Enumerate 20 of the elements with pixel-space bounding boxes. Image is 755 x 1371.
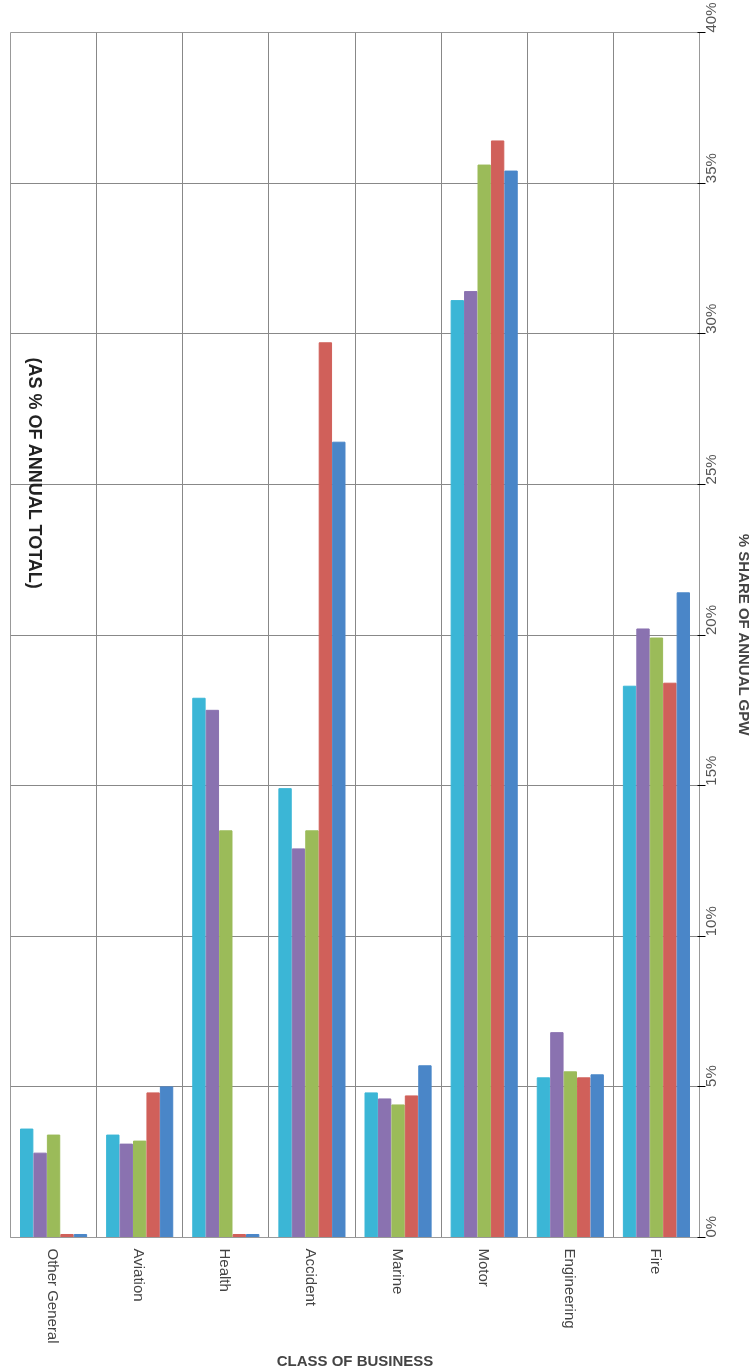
x-axis-title: CLASS OF BUSINESS [276,1351,434,1369]
y-tick-label: 0% [702,1215,719,1238]
x-tick-label: Accident [303,1248,321,1307]
y-tick-label: 15% [702,755,719,786]
y-tick-label: 25% [702,454,719,485]
y-tick-label: 5% [702,1065,719,1087]
x-tick-label: Aviation [131,1248,149,1302]
x-tick-label: Health [217,1248,235,1292]
text: (AS % OF ANNUAL TOTAL) [24,357,45,589]
x-tick-label: Engineering [561,1248,579,1329]
y-tick-label: 30% [702,303,719,334]
x-tick-label: Motor [475,1248,493,1287]
y-tick-label: 10% [702,906,719,937]
y-tick-label: 40% [702,2,719,33]
x-tick-label: Other General [45,1248,63,1344]
y-axis-title: % SHARE OF ANNUAL GPW [735,533,753,737]
y-tick-label: 20% [702,604,719,635]
x-tick-label: Marine [389,1248,407,1295]
x-tick-label: Fire [647,1248,665,1275]
y-tick-label: 35% [702,153,719,184]
